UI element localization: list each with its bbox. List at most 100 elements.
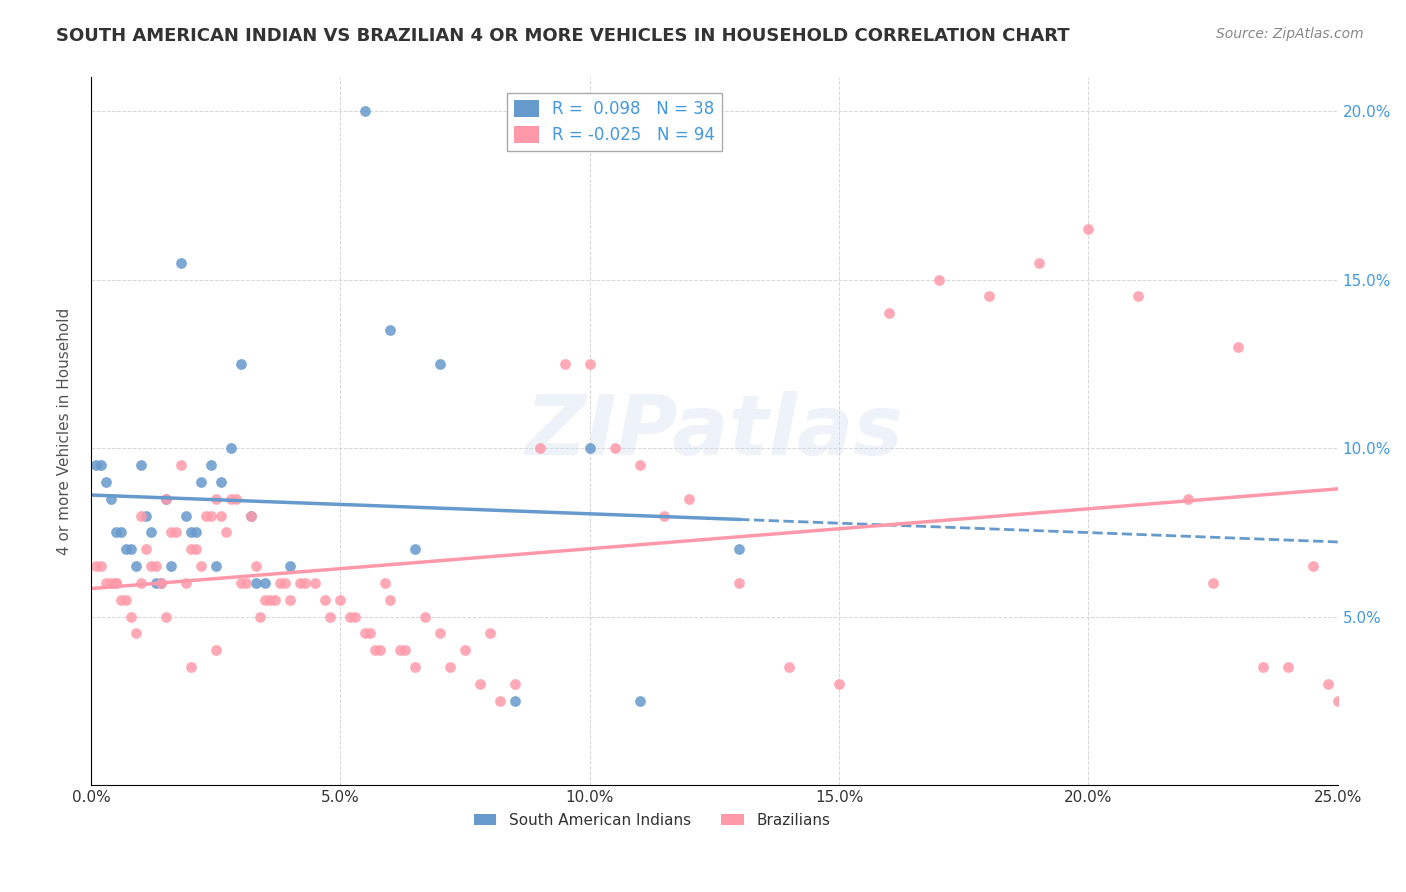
Point [104, 525, 127, 540]
Point [125, 626, 148, 640]
Point [139, 559, 162, 574]
Point [1316, 677, 1339, 691]
Point [94, 575, 117, 590]
Point [1177, 491, 1199, 506]
Point [155, 491, 177, 506]
Point [159, 559, 181, 574]
Point [245, 575, 267, 590]
Y-axis label: 4 or more Vehicles in Household: 4 or more Vehicles in Household [58, 308, 72, 555]
Point [239, 508, 262, 523]
Point [214, 525, 236, 540]
Point [977, 289, 1000, 303]
Point [190, 559, 212, 574]
Point [180, 660, 202, 674]
Point [254, 575, 277, 590]
Point [339, 609, 361, 624]
Point [877, 306, 900, 320]
Point [394, 643, 416, 657]
Point [628, 458, 651, 472]
Point [404, 542, 426, 557]
Point [368, 643, 391, 657]
Point [529, 441, 551, 455]
Point [120, 609, 142, 624]
Point [139, 525, 162, 540]
Point [380, 592, 402, 607]
Point [149, 575, 172, 590]
Point [115, 542, 138, 557]
Point [259, 592, 281, 607]
Point [389, 643, 412, 657]
Point [204, 643, 226, 657]
Point [1326, 694, 1348, 708]
Point [928, 272, 950, 286]
Point [94, 475, 117, 489]
Point [654, 508, 676, 523]
Point [125, 559, 148, 574]
Point [229, 357, 252, 371]
Point [84, 458, 107, 472]
Point [1302, 559, 1324, 574]
Point [728, 542, 751, 557]
Point [229, 575, 252, 590]
Point [209, 475, 232, 489]
Point [209, 508, 232, 523]
Point [489, 694, 512, 708]
Point [380, 323, 402, 337]
Point [1277, 660, 1299, 674]
Point [364, 643, 387, 657]
Point [429, 626, 451, 640]
Point [104, 575, 127, 590]
Point [354, 104, 377, 119]
Point [170, 458, 193, 472]
Point [135, 542, 157, 557]
Point [503, 694, 526, 708]
Text: ZIPatlas: ZIPatlas [526, 391, 903, 472]
Text: SOUTH AMERICAN INDIAN VS BRAZILIAN 4 OR MORE VEHICLES IN HOUSEHOLD CORRELATION C: SOUTH AMERICAN INDIAN VS BRAZILIAN 4 OR … [56, 27, 1070, 45]
Point [728, 575, 751, 590]
Point [149, 575, 172, 590]
Point [554, 357, 576, 371]
Text: Source: ZipAtlas.com: Source: ZipAtlas.com [1216, 27, 1364, 41]
Point [439, 660, 461, 674]
Point [90, 458, 112, 472]
Point [329, 592, 352, 607]
Point [280, 592, 302, 607]
Point [1128, 289, 1150, 303]
Point [294, 575, 316, 590]
Point [115, 592, 138, 607]
Point [194, 508, 217, 523]
Point [304, 575, 326, 590]
Point [180, 525, 202, 540]
Point [184, 525, 207, 540]
Point [84, 559, 107, 574]
Point [174, 508, 197, 523]
Point [274, 575, 297, 590]
Point [344, 609, 367, 624]
Point [100, 491, 122, 506]
Point [165, 525, 187, 540]
Point [454, 643, 477, 657]
Point [290, 575, 312, 590]
Point [578, 357, 600, 371]
Point [578, 441, 600, 455]
Point [120, 542, 142, 557]
Point [159, 525, 181, 540]
Point [145, 559, 167, 574]
Point [200, 508, 222, 523]
Point [269, 575, 291, 590]
Point [245, 559, 267, 574]
Point [129, 508, 152, 523]
Point [110, 525, 132, 540]
Point [1202, 575, 1225, 590]
Legend: South American Indians, Brazilians: South American Indians, Brazilians [467, 807, 837, 834]
Point [1077, 222, 1099, 236]
Point [374, 575, 396, 590]
Point [129, 575, 152, 590]
Point [503, 677, 526, 691]
Point [603, 441, 626, 455]
Point [219, 441, 242, 455]
Point [264, 592, 287, 607]
Point [129, 458, 152, 472]
Point [478, 626, 501, 640]
Point [429, 357, 451, 371]
